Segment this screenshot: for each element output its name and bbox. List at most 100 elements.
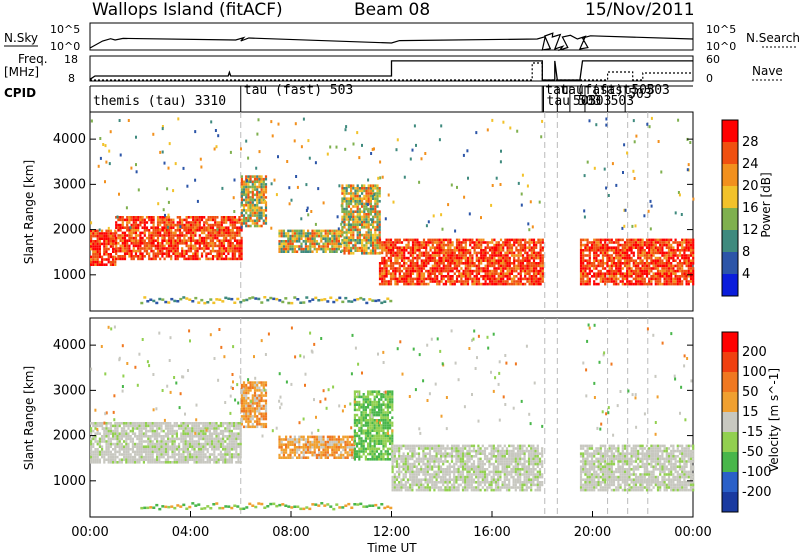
heatmap-cell	[418, 246, 421, 249]
heatmap-cell	[462, 251, 465, 255]
heatmap-cell	[158, 445, 161, 448]
heatmap-cell	[411, 282, 415, 286]
heatmap-cell	[477, 259, 481, 262]
heatmap-cell	[654, 275, 657, 278]
heatmap-cell	[114, 455, 117, 459]
heatmap-cell	[416, 241, 419, 244]
heatmap-cell	[119, 234, 122, 237]
heatmap-cell	[140, 427, 143, 430]
heatmap-cell	[615, 264, 618, 268]
heatmap-cell	[599, 246, 602, 249]
heatmap-cell	[126, 247, 129, 250]
heatmap-cell	[455, 280, 459, 283]
heatmap-cell	[528, 272, 531, 275]
heatmap-cell	[405, 269, 408, 273]
heatmap-cell	[396, 282, 399, 286]
heatmap-cell	[659, 264, 662, 268]
heatmap-cell	[672, 246, 675, 249]
heatmap-cell	[221, 300, 225, 303]
heatmap-cell	[381, 246, 384, 249]
heatmap-cell	[121, 236, 124, 240]
heatmap-cell	[211, 247, 215, 250]
heatmap-cell	[623, 208, 626, 212]
heatmap-cell	[395, 148, 398, 152]
heatmap-cell	[442, 246, 445, 249]
heatmap-cell	[167, 455, 170, 459]
heatmap-cell	[659, 277, 662, 281]
heatmap-cell	[521, 269, 525, 273]
heatmap-cell	[300, 250, 303, 253]
heatmap-cell	[238, 239, 241, 242]
heatmap-cell	[161, 125, 164, 128]
heatmap-cell	[365, 231, 368, 234]
heatmap-cell	[308, 156, 311, 160]
heatmap-cell	[240, 190, 243, 194]
heatmap-cell	[196, 218, 199, 222]
heatmap-cell	[340, 232, 343, 235]
heatmap-cell	[374, 249, 377, 252]
heatmap-cell	[398, 251, 401, 255]
heatmap-cell	[639, 275, 642, 278]
heatmap-cell	[145, 424, 148, 428]
heatmap-cell	[251, 180, 254, 184]
heatmap-cell	[535, 267, 538, 270]
heatmap-cell	[225, 234, 228, 237]
heatmap-cell	[422, 254, 426, 257]
heatmap-cell	[336, 215, 339, 219]
heatmap-cell	[676, 264, 679, 268]
heatmap-cell	[358, 215, 361, 219]
heatmap-cell	[502, 120, 505, 124]
heatmap-cell	[204, 455, 207, 459]
heatmap-cell	[167, 255, 171, 258]
heatmap-cell	[182, 432, 185, 435]
heatmap-cell	[215, 445, 218, 448]
heatmap-cell	[152, 255, 155, 258]
heatmap-cell	[125, 429, 128, 433]
heatmap-cell	[341, 300, 345, 304]
heatmap-cell	[510, 282, 514, 286]
heatmap-cell	[352, 200, 355, 203]
heatmap-cell	[114, 427, 117, 430]
heatmap-cell	[92, 258, 95, 261]
heatmap-cell	[329, 232, 332, 235]
heatmap-cell	[242, 190, 246, 194]
heatmap-cell	[513, 282, 516, 286]
heatmap-cell	[387, 264, 390, 268]
heatmap-cell	[681, 246, 684, 249]
heatmap-cell	[208, 435, 211, 438]
heatmap-cell	[176, 221, 179, 224]
heatmap-cell	[499, 249, 503, 252]
heatmap-cell	[130, 234, 133, 237]
heatmap-cell	[324, 229, 327, 233]
heatmap-cell	[161, 244, 164, 248]
heatmap-cell	[165, 242, 168, 245]
heatmap-cell	[127, 422, 130, 425]
heatmap-cell	[451, 241, 454, 244]
heatmap-cell	[159, 223, 162, 227]
heatmap-cell	[105, 424, 108, 428]
heatmap-cell	[425, 262, 428, 265]
heatmap-cell	[247, 177, 250, 181]
heatmap-cell	[385, 267, 388, 270]
heatmap-cell	[606, 280, 609, 283]
heatmap-cell	[607, 194, 610, 197]
heatmap-cell	[126, 218, 129, 222]
heatmap-cell	[150, 239, 153, 242]
heatmap-cell	[499, 264, 503, 268]
heatmap-cell	[663, 264, 666, 268]
heatmap-cell	[236, 221, 239, 224]
heatmap-cell	[114, 424, 117, 428]
heatmap-cell	[422, 282, 426, 286]
heatmap-cell	[213, 442, 216, 446]
heatmap-cell	[623, 259, 627, 262]
heatmap-cell	[579, 267, 583, 270]
heatmap-cell	[510, 243, 514, 247]
heatmap-cell	[519, 259, 522, 262]
heatmap-cell	[689, 275, 693, 278]
heatmap-cell	[425, 224, 428, 228]
heatmap-cell	[226, 442, 229, 446]
heatmap-cell	[218, 244, 221, 248]
heatmap-cell	[239, 445, 242, 448]
heatmap-cell	[590, 249, 594, 252]
heatmap-cell	[324, 242, 327, 246]
